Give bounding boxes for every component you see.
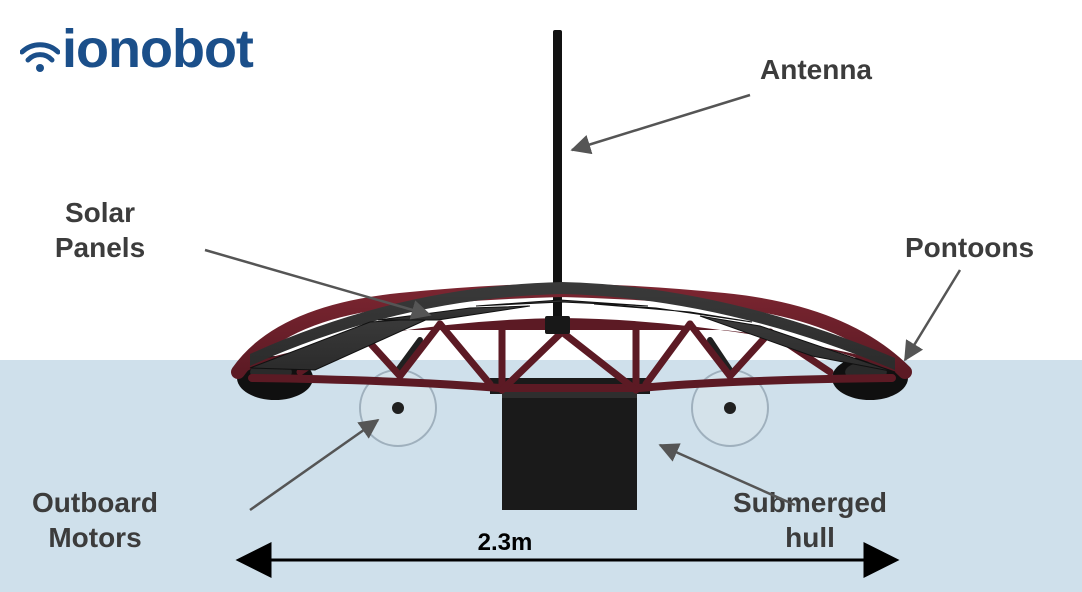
wifi-icon xyxy=(20,34,60,74)
label-pontoons: Pontoons xyxy=(905,230,1034,265)
label-outboard-motors: Outboard Motors xyxy=(0,485,245,555)
brand-logo: ionobot xyxy=(20,18,253,80)
label-solar-panels: Solar Panels xyxy=(0,195,250,265)
dimension-text: 2.3m xyxy=(355,528,655,558)
label-submerged-hull: Submerged hull xyxy=(660,485,960,555)
brand-logo-text: ionobot xyxy=(62,18,253,80)
label-antenna: Antenna xyxy=(760,52,872,87)
